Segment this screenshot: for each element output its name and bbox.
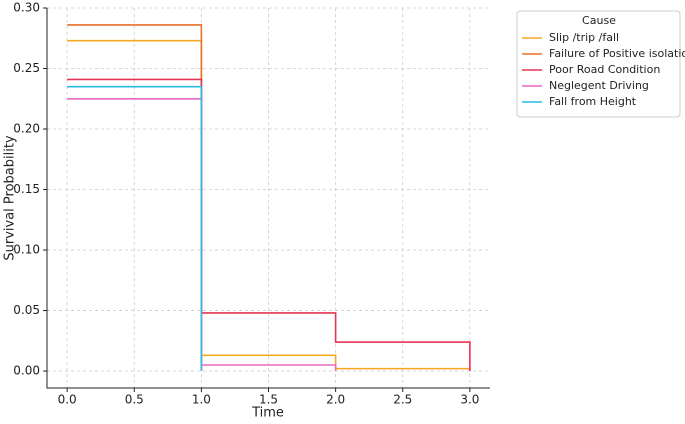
y-tick-label: 0.20 [13, 122, 40, 136]
legend-box [516, 10, 681, 118]
y-axis-label: Survival Probability [3, 135, 18, 261]
legend-label: Failure of Positive isolation [549, 47, 685, 60]
axes [46, 8, 490, 389]
x-tick-label: 3.0 [460, 393, 479, 407]
y-tick-label: 0.10 [13, 243, 40, 257]
y-tick-label: 0.00 [13, 364, 40, 378]
x-tick-label: 2.0 [326, 393, 345, 407]
legend-label: Fall from Height [549, 95, 637, 108]
x-tick-label: 0.0 [58, 393, 77, 407]
y-tick-label: 0.05 [13, 303, 40, 317]
x-axis-label: Time [251, 406, 284, 421]
y-tick-label: 0.25 [13, 61, 40, 75]
y-tick-label: 0.30 [13, 1, 40, 15]
legend-label: Neglegent Driving [549, 79, 649, 92]
survival-line [67, 78, 471, 372]
x-tick-label: 0.5 [125, 393, 144, 407]
y-tick-label: 0.15 [13, 182, 40, 196]
x-tick-label: 1.0 [192, 393, 211, 407]
legend-title: Cause [582, 14, 616, 27]
x-tick-label: 2.5 [393, 393, 412, 407]
legend-label: Slip /trip /fall [549, 31, 619, 44]
survival-line [67, 85, 203, 372]
legend-label: Poor Road Condition [549, 63, 660, 76]
x-tick-label: 1.5 [259, 393, 278, 407]
